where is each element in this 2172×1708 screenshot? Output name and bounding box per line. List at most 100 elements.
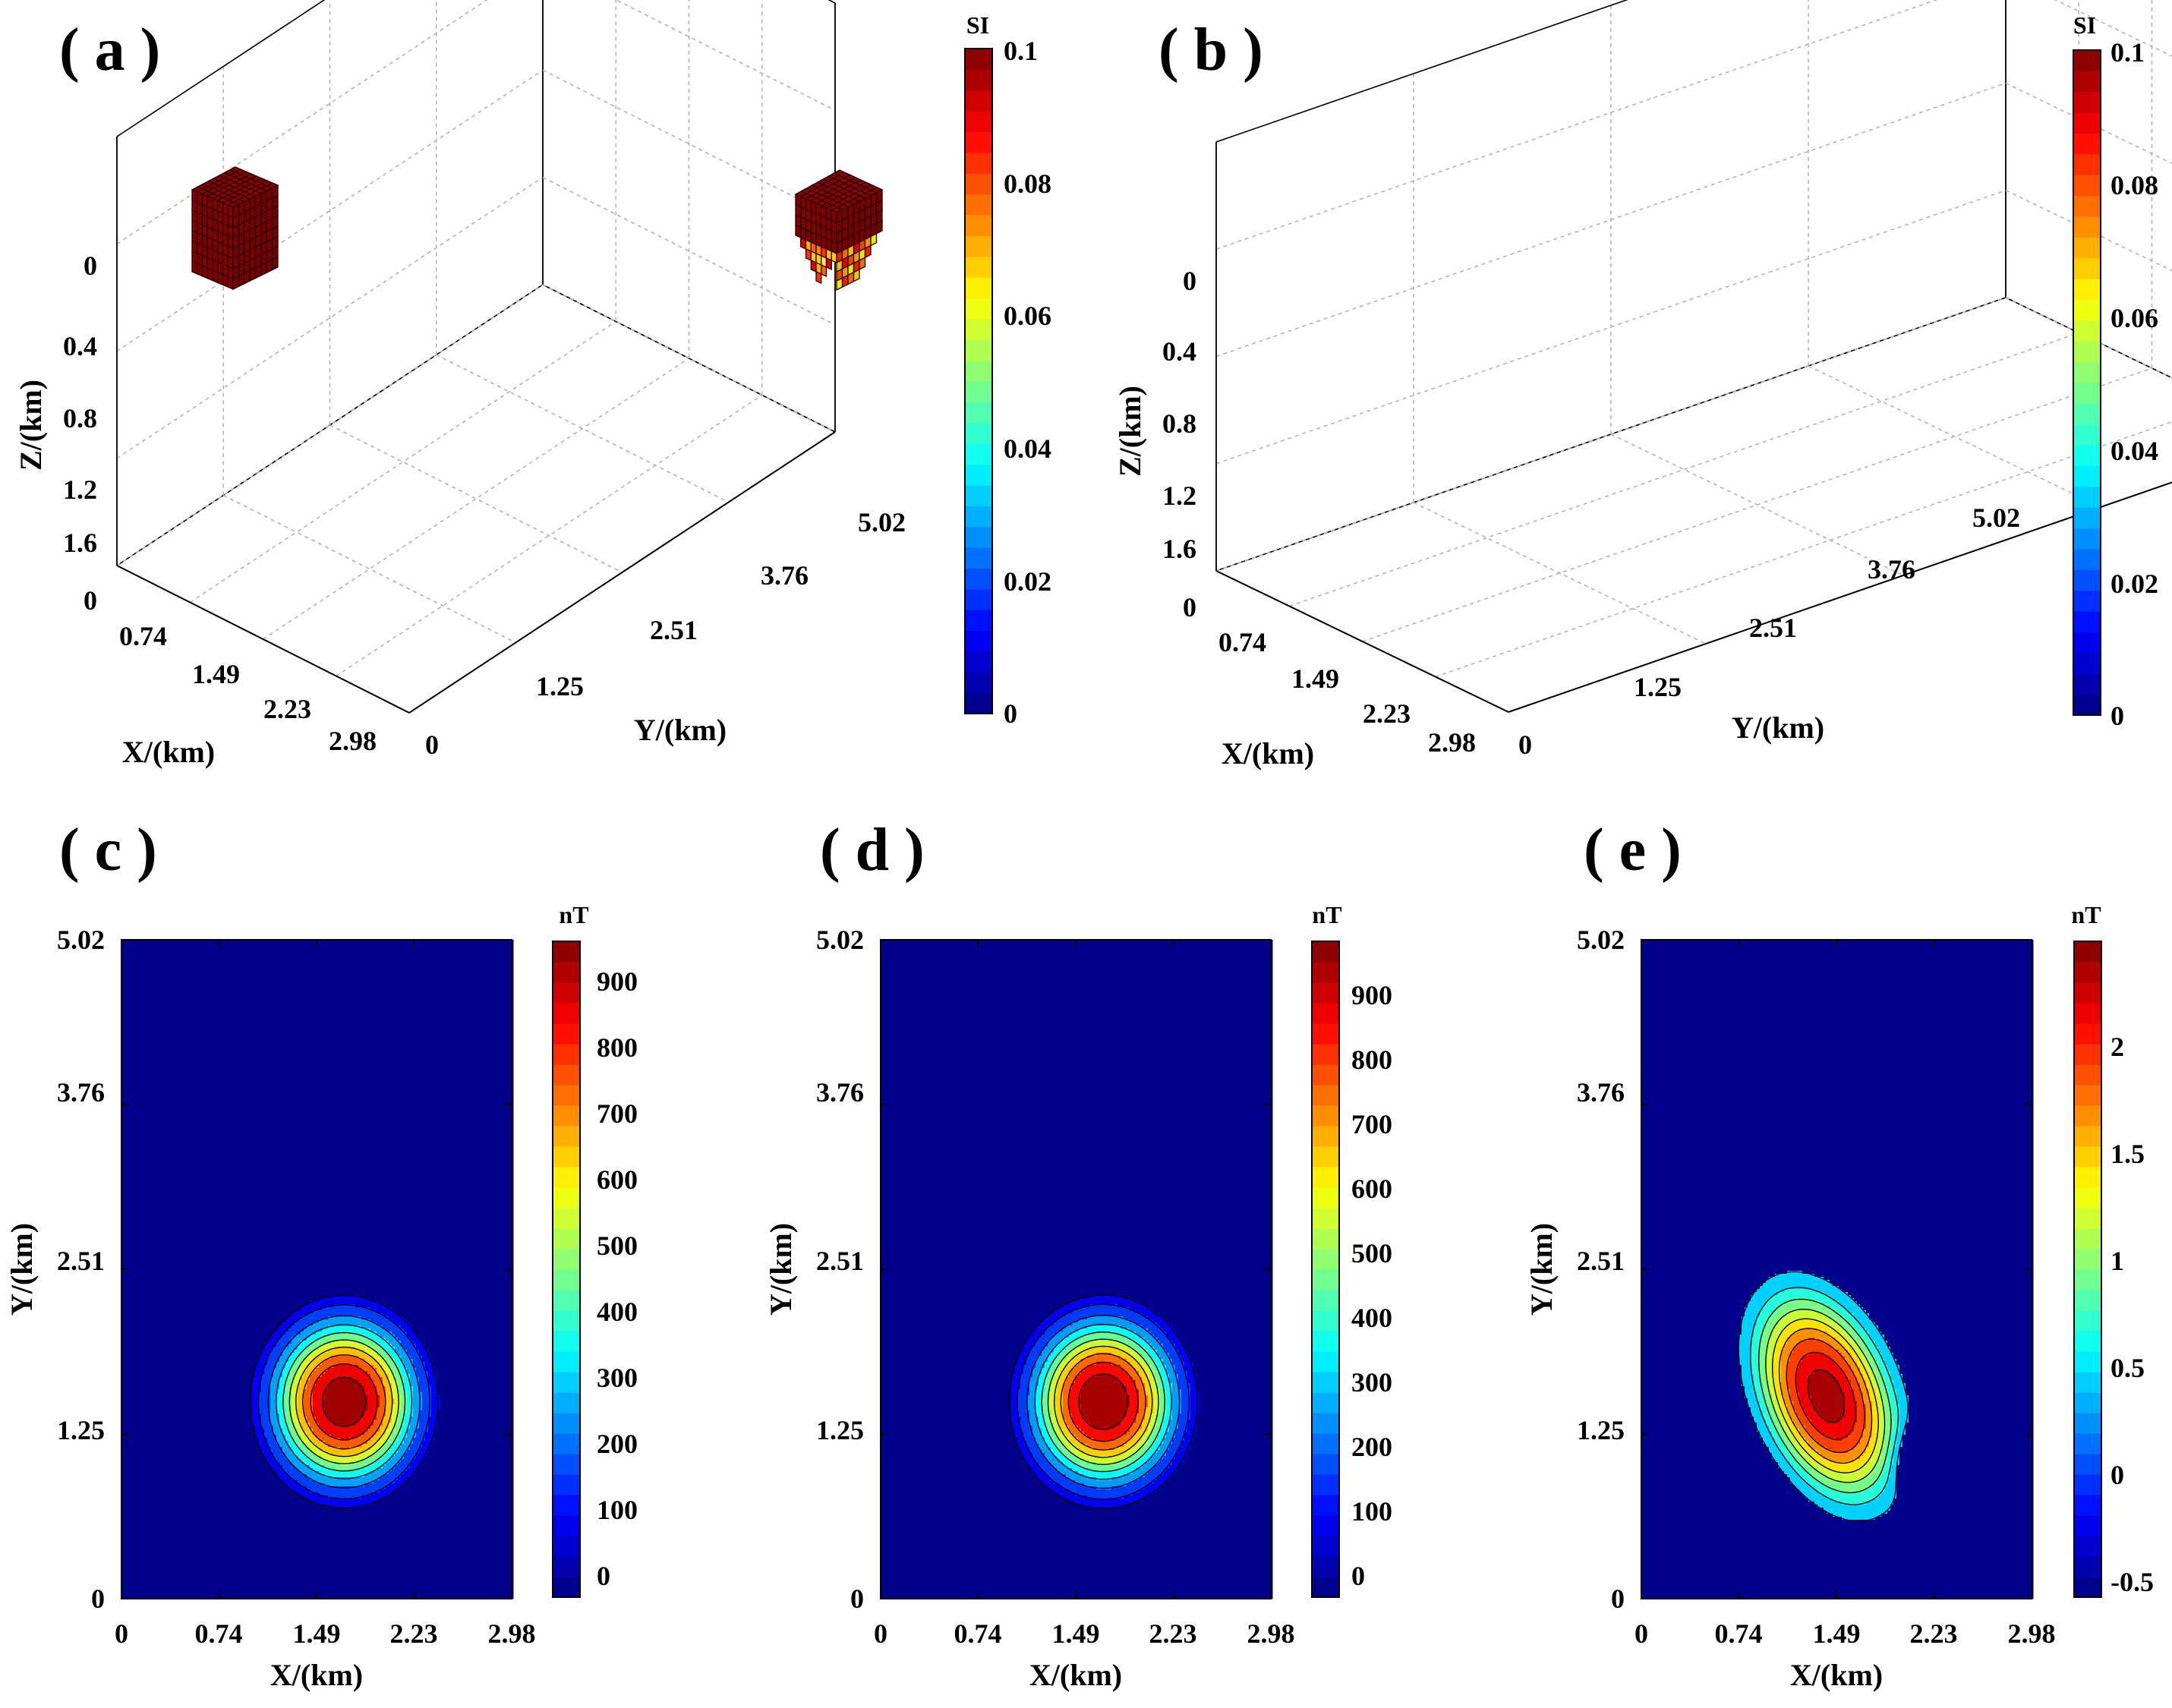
panel-c-band-cell <box>349 1462 374 1466</box>
panel-d-band-cell <box>1145 1413 1152 1417</box>
panel-c-band-cell <box>431 1389 438 1393</box>
panel-d-band-cell <box>881 1389 1012 1393</box>
panel-d-band-cell <box>1184 1344 1273 1347</box>
panel-d-band-cell <box>1069 1301 1140 1305</box>
panel-e-band-cell <box>1760 1435 1773 1439</box>
panel-d-band-cell <box>1048 1374 1054 1378</box>
panel-e-band-cell <box>1775 1441 1785 1445</box>
panel-d-colorbar-band <box>1312 1454 1339 1475</box>
panel-d-band-cell <box>1178 1417 1191 1420</box>
panel-e-band-cell <box>1778 1292 1824 1296</box>
panel-c-band-cell <box>419 1386 432 1390</box>
panel-c-band-cell <box>316 1453 332 1457</box>
panel-c-band-cell <box>410 1444 423 1448</box>
panel-e-band-cell <box>1802 1456 1812 1460</box>
panel-e-band-cell <box>1641 1004 2034 1007</box>
panel-e-band-cell <box>1839 1286 2034 1290</box>
panel-d-band-cell <box>881 1489 1054 1493</box>
panel-c-band-cell <box>419 1450 429 1454</box>
panel-b-cb-tick-1: 0.02 <box>2111 569 2158 599</box>
panel-c-band-cell <box>407 1395 414 1399</box>
panel-e-band-cell <box>1787 1371 1797 1375</box>
panel-e-band-cell <box>1790 1356 1803 1360</box>
panel-d-band-cell <box>1011 1380 1021 1384</box>
panel-c-band-cell <box>401 1486 514 1490</box>
panel-d-band-cell <box>881 1198 1273 1202</box>
panel-b-axes-floor-grid-y <box>1610 433 1904 576</box>
panel-d-band-cell <box>881 997 1273 1001</box>
panel-c-band-cell <box>121 1559 514 1563</box>
panel-d-band-cell <box>1069 1438 1079 1442</box>
panel-e-band-cell <box>1641 1155 2034 1159</box>
panel-e-band-cell <box>1641 1362 1739 1366</box>
panel-c-band-cell <box>328 1495 362 1499</box>
panel-d-band-cell <box>1157 1477 1170 1481</box>
panel-e-band-cell <box>1641 1508 1824 1511</box>
panel-c-x-tick-0: 0 <box>115 1618 128 1649</box>
panel-e-band-cell <box>1760 1377 1767 1381</box>
panel-e-band-cell <box>1760 1353 1767 1357</box>
panel-c-band-cell <box>270 1353 283 1357</box>
panel-d-band-cell <box>1051 1413 1058 1417</box>
panel-e-band-cell <box>1890 1398 1897 1402</box>
panel-e-band-cell <box>1754 1417 1764 1420</box>
panel-e-band-cell <box>1848 1362 1858 1366</box>
panel-c-band-cell <box>422 1341 514 1344</box>
panel-c-band-cell <box>370 1307 392 1311</box>
panel-d-band-cell <box>1196 1389 1273 1393</box>
panel-e-band-cell <box>1878 1368 1888 1372</box>
panel-a-colorbar-band <box>965 526 992 548</box>
panel-e-band-cell <box>1833 1307 1846 1311</box>
panel-e-band-cell <box>1641 1237 2034 1241</box>
panel-e-band-cell <box>1890 1447 1894 1451</box>
panel-c-band-cell <box>121 1025 514 1029</box>
panel-c-band-cell <box>279 1417 286 1420</box>
panel-c-band-cell <box>328 1350 365 1353</box>
panel-c-band-cell <box>404 1456 417 1460</box>
panel-c-band-cell <box>367 1371 377 1375</box>
panel-e-band-cell <box>1790 1310 1818 1314</box>
panel-c-band-cell <box>416 1429 429 1432</box>
panel-c-band-cell <box>380 1498 514 1502</box>
panel-e-band-cell <box>1899 1462 2034 1466</box>
panel-e-band-cell <box>1641 1246 2034 1250</box>
panel-a-x-label: X/(km) <box>122 735 215 769</box>
panel-c-band-cell <box>428 1350 514 1353</box>
panel-e-band-cell <box>1787 1313 1827 1317</box>
panel-c-contour-line <box>310 1363 378 1441</box>
panel-c-colorbar-band <box>553 1085 580 1106</box>
panel-b-voxel-side <box>870 232 878 247</box>
panel-e-band-cell <box>1641 1013 2034 1016</box>
panel-d-band-cell <box>1072 1368 1085 1372</box>
panel-c-band-cell <box>301 1331 317 1335</box>
panel-c-band-cell <box>398 1313 514 1317</box>
panel-e-band-cell <box>1751 1353 1761 1357</box>
panel-e-band-cell <box>1641 976 2034 980</box>
panel-e-band-cell <box>1805 1426 1815 1429</box>
panel-d-band-cell <box>1036 1328 1045 1332</box>
panel-c-band-cell <box>322 1328 371 1332</box>
panel-b-colorbar-band <box>2073 50 2101 71</box>
panel-e-band-cell <box>1899 1410 1909 1414</box>
panel-c-band-cell <box>298 1389 304 1393</box>
panel-e-band-cell <box>1742 1380 1754 1384</box>
panel-e-band-cell <box>1641 1280 1767 1284</box>
panel-e-band-cell <box>1890 1471 1897 1475</box>
panel-e-band-cell <box>1754 1292 1779 1296</box>
panel-d-band-cell <box>1051 1435 1058 1439</box>
panel-c-band-cell <box>413 1389 420 1393</box>
panel-d-band-cell <box>881 1465 1030 1469</box>
panel-e-band-cell <box>1751 1410 1764 1414</box>
panel-d-band-cell <box>1172 1438 1185 1442</box>
panel-d-band-cell <box>1166 1368 1176 1372</box>
panel-c-band-cell <box>264 1371 274 1375</box>
panel-b-colorbar-frame <box>2073 49 2101 716</box>
panel-b-y-tick-1: 1.25 <box>1634 672 1682 702</box>
panel-d-contour-line <box>1047 1338 1159 1465</box>
panel-d-band-cell <box>1075 1444 1088 1448</box>
panel-c-band-cell <box>355 1468 377 1472</box>
panel-c-band-cell <box>401 1371 408 1375</box>
panel-d-band-cell <box>1048 1444 1058 1448</box>
panel-d-band-cell <box>1151 1307 1273 1311</box>
panel-e-band-cell <box>1775 1350 1782 1353</box>
